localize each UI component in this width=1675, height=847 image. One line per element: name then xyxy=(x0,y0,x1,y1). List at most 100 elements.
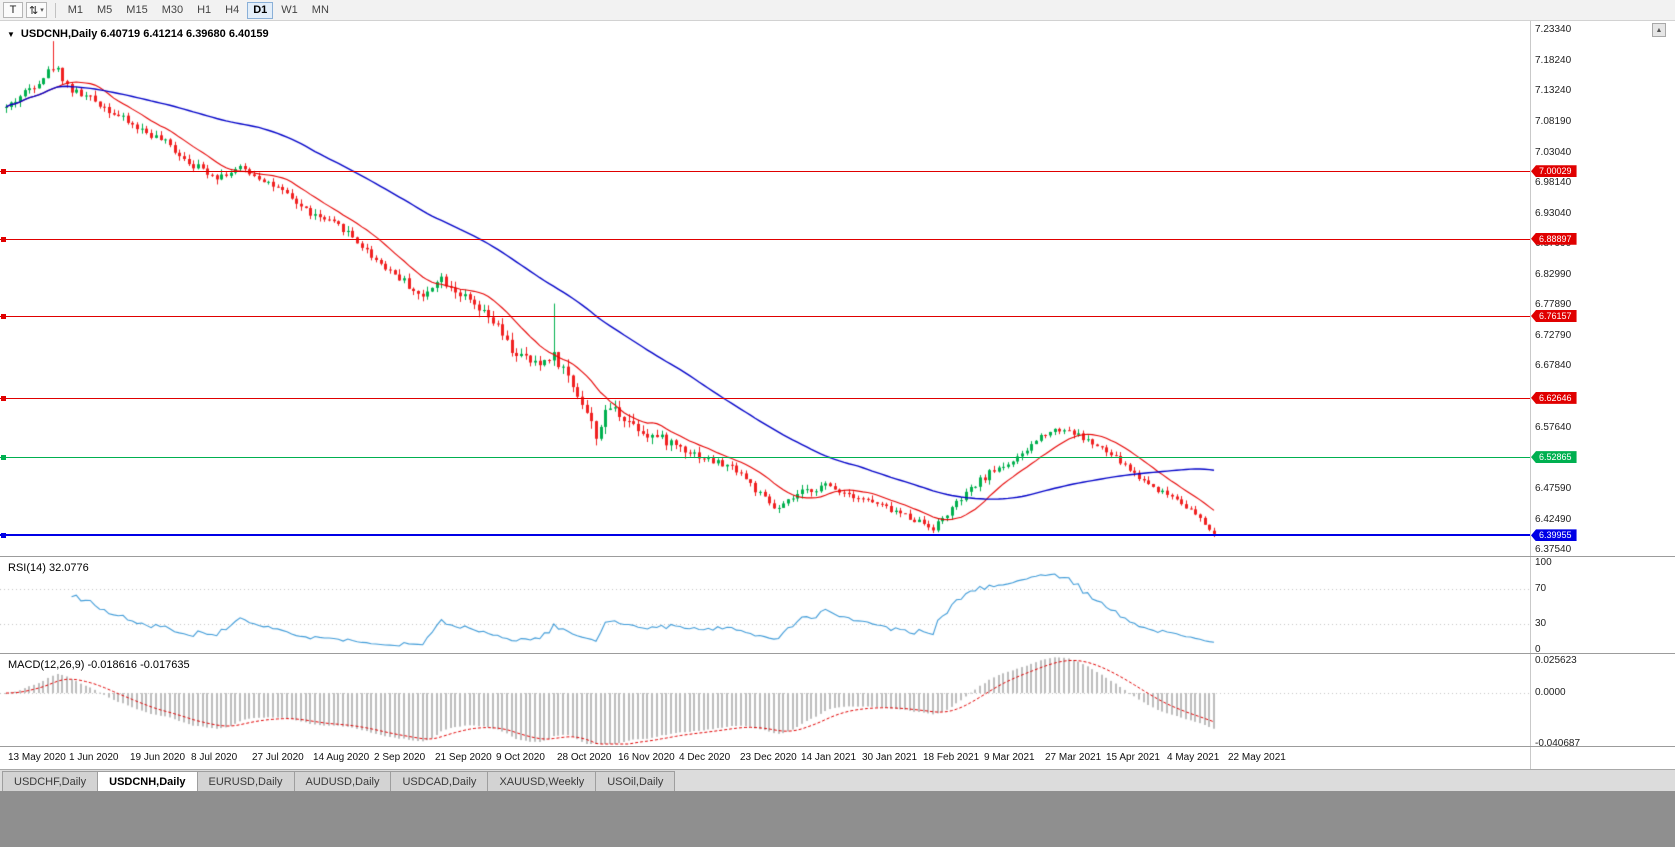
line-anchor-marker xyxy=(1,533,6,539)
rsi-tick-label: 100 xyxy=(1535,557,1552,568)
date-axis-label: 4 May 2021 xyxy=(1167,752,1220,763)
chart-title: ▼ USDCNH,Daily 6.40719 6.41214 6.39680 6… xyxy=(7,28,269,40)
timeframe-button-h1[interactable]: H1 xyxy=(197,3,212,16)
price-tick-label: 6.37540 xyxy=(1535,544,1572,555)
chart-tab-bar: USDCHF,Daily USDCNH,Daily EURUSD,Daily AUDU… xyxy=(0,769,1675,791)
price-tick-label: 7.23340 xyxy=(1535,24,1572,35)
macd-indicator-canvas[interactable] xyxy=(0,654,1530,746)
price-tick-label: 7.03040 xyxy=(1535,147,1572,159)
price-tick-label: 6.47590 xyxy=(1535,483,1572,495)
date-axis-label: 28 Oct 2020 xyxy=(557,752,612,763)
rsi-tick-label: 30 xyxy=(1535,617,1547,629)
chart-window: ▼ USDCNH,Daily 6.40719 6.41214 6.39680 6… xyxy=(0,21,1675,769)
date-axis-label: 30 Jan 2021 xyxy=(862,752,918,763)
rsi-indicator-canvas[interactable] xyxy=(0,557,1530,653)
price-tick-label: 6.72790 xyxy=(1535,330,1572,342)
rsi-label: RSI(14) 32.0776 xyxy=(8,562,89,574)
date-axis-label: 22 May 2021 xyxy=(1228,752,1286,763)
date-axis-label: 15 Apr 2021 xyxy=(1106,752,1160,763)
date-axis-label: 27 Mar 2021 xyxy=(1045,752,1102,763)
price-tick-label: 7.08190 xyxy=(1535,115,1572,127)
price-tick-label: 6.98140 xyxy=(1535,176,1572,188)
date-axis-label: 14 Jan 2021 xyxy=(801,752,857,763)
date-axis-label: 8 Jul 2020 xyxy=(191,752,238,763)
price-line-badge: 6.62646 xyxy=(1531,391,1577,404)
price-tick-label: 6.82990 xyxy=(1535,268,1572,280)
timeframe-button-w1[interactable]: W1 xyxy=(281,3,298,16)
price-axis[interactable]: 7.23340 7.18240 7.13240 7.08190 7.03040 6.981… xyxy=(1531,21,1675,556)
dropdown-arrow-icon: ▾ xyxy=(40,7,44,14)
date-axis-label: 14 Aug 2020 xyxy=(313,752,370,763)
macd-tick-label: -0.040687 xyxy=(1535,738,1581,749)
timeframe-button-h4[interactable]: H4 xyxy=(225,3,240,16)
date-axis-label: 9 Oct 2020 xyxy=(496,752,545,763)
date-axis-label: 4 Dec 2020 xyxy=(679,752,731,763)
price-tick-label: 6.57640 xyxy=(1535,422,1572,434)
chart-tab-usdcad[interactable]: USDCAD,Daily xyxy=(390,771,489,791)
toolbar-button-t[interactable]: T xyxy=(3,2,23,18)
chart-tab-audusd[interactable]: AUDUSD,Daily xyxy=(293,771,392,791)
chart-tab-eurusd[interactable]: EURUSD,Daily xyxy=(196,771,295,791)
macd-tick-label: 0.025623 xyxy=(1535,655,1577,666)
pane-divider[interactable] xyxy=(0,653,1675,654)
chart-tab-xauusd[interactable]: XAUUSD,Weekly xyxy=(487,771,597,791)
bottom-strip xyxy=(0,791,1675,847)
rsi-pane: RSI(14) 32.0776 100 70 30 0 xyxy=(0,557,1675,655)
date-axis-label: 2 Sep 2020 xyxy=(374,752,426,763)
chart-menu-icon[interactable]: ▼ xyxy=(7,29,15,39)
date-axis-label: 18 Feb 2021 xyxy=(923,752,980,763)
macd-scale[interactable]: 0.025623 0.0000 -0.040687 xyxy=(1531,654,1671,749)
horizontal-lines-layer xyxy=(0,21,1530,556)
price-tick-label: 7.18240 xyxy=(1535,54,1572,66)
horizontal-line-6.39955[interactable] xyxy=(0,534,1530,537)
price-line-badge: 6.39955 xyxy=(1531,529,1577,542)
line-anchor-marker xyxy=(1,395,6,401)
chart-title-text: USDCNH,Daily 6.40719 6.41214 6.39680 6.4… xyxy=(20,28,269,40)
date-axis-label: 23 Dec 2020 xyxy=(740,752,797,763)
date-axis-label: 13 May 2020 xyxy=(8,752,66,763)
timeframe-button-m30[interactable]: M30 xyxy=(161,3,184,16)
horizontal-line-6.76157[interactable] xyxy=(0,315,1530,317)
timeframe-button-m15[interactable]: M15 xyxy=(126,3,148,16)
rsi-scale[interactable]: 100 70 30 0 xyxy=(1531,557,1671,655)
macd-pane: MACD(12,26,9) -0.018616 -0.017635 0.0256… xyxy=(0,654,1675,749)
cursor-tool-button[interactable]: ⇅ ▾ xyxy=(26,2,47,18)
horizontal-line-7.00029[interactable] xyxy=(0,171,1530,173)
time-axis[interactable]: 13 May 2020 1 Jun 2020 19 Jun 2020 8 Jul 20… xyxy=(0,747,1675,769)
date-axis-label: 1 Jun 2020 xyxy=(69,752,119,763)
horizontal-line-6.52865[interactable] xyxy=(0,457,1530,459)
timeframe-button-m5[interactable]: M5 xyxy=(97,3,113,16)
chart-scroll-button[interactable]: ▲ xyxy=(1652,23,1666,37)
timeframe-button-d1[interactable]: D1 xyxy=(247,1,274,19)
line-anchor-marker xyxy=(1,313,6,319)
timeframe-button-m1[interactable]: M1 xyxy=(67,3,84,16)
macd-tick-label: 0.0000 xyxy=(1535,687,1566,699)
price-tick-label: 6.93040 xyxy=(1535,207,1572,219)
timeframe-buttons: M1 M5 M15 M30 H1 H4 D1 W1 MN xyxy=(61,1,336,19)
line-anchor-marker xyxy=(1,455,6,461)
price-line-badge: 6.52865 xyxy=(1531,451,1577,464)
pane-divider[interactable] xyxy=(0,556,1675,557)
date-axis-label: 19 Jun 2020 xyxy=(130,752,186,763)
date-axis-label: 27 Jul 2020 xyxy=(252,752,304,763)
price-chart-canvas[interactable] xyxy=(0,21,1530,556)
pane-divider[interactable] xyxy=(0,746,1675,747)
horizontal-line-6.62646[interactable] xyxy=(0,397,1530,399)
toolbar-separator xyxy=(54,2,56,18)
price-line-badge: 7.00029 xyxy=(1531,165,1577,178)
cursor-tool-icon: ⇅ xyxy=(29,4,39,17)
chart-tab-usdcnh[interactable]: USDCNH,Daily xyxy=(97,771,198,791)
chart-tab-usoil[interactable]: USOil,Daily xyxy=(595,771,676,791)
rsi-tick-label: 70 xyxy=(1535,583,1547,595)
price-tick-label: 6.42490 xyxy=(1535,514,1572,525)
date-axis-label: 9 Mar 2021 xyxy=(984,752,1035,763)
rsi-tick-label: 0 xyxy=(1535,644,1541,655)
chart-tab-usdchf[interactable]: USDCHF,Daily xyxy=(2,771,99,791)
price-tick-label: 6.67840 xyxy=(1535,360,1572,372)
timeframe-button-mn[interactable]: MN xyxy=(311,3,329,16)
price-line-badge: 6.88897 xyxy=(1531,232,1577,245)
axis-separator xyxy=(1530,21,1531,769)
horizontal-line-6.88897[interactable] xyxy=(0,238,1530,240)
line-anchor-marker xyxy=(1,169,6,175)
line-anchor-marker xyxy=(1,236,6,242)
